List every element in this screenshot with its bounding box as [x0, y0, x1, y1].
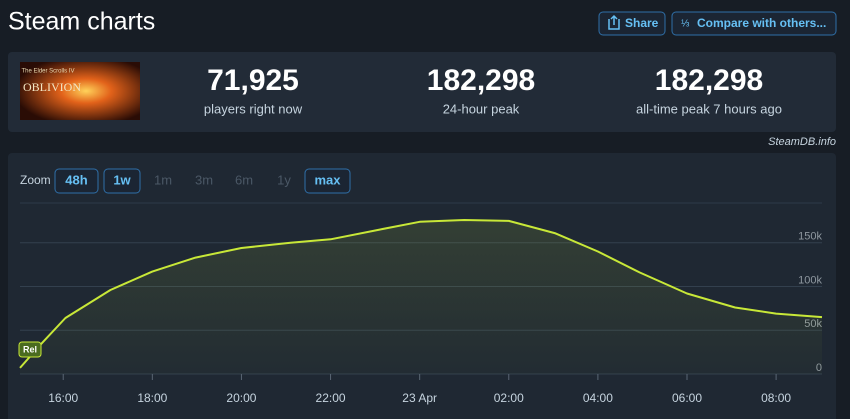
x-tick-label: 23 Apr [402, 391, 437, 405]
y-tick-label: 150k [798, 231, 822, 243]
x-tick-label: 04:00 [583, 391, 613, 405]
share-label: Share [625, 16, 659, 30]
source-label: SteamDB.info [768, 136, 836, 148]
x-tick-label: 08:00 [761, 391, 791, 405]
area [20, 220, 822, 374]
game-series: The Elder Scrolls IV [21, 69, 74, 75]
stat-label: players right now [204, 101, 303, 116]
player-line [19, 219, 823, 369]
stat-value: 182,298 [655, 64, 763, 97]
x-tick-label: 20:00 [226, 391, 256, 405]
compare-button[interactable] [671, 11, 837, 36]
x-tick-label: 02:00 [494, 391, 524, 405]
stats-panel [8, 52, 836, 132]
stat-label: 24-hour peak [443, 101, 520, 116]
stat-label: all-time peak 7 hours ago [636, 101, 782, 116]
zoom-button[interactable] [304, 168, 351, 194]
compare-label: Compare with others... [697, 16, 826, 30]
zoom-option[interactable]: 1y [277, 172, 291, 187]
zoom-button[interactable] [103, 168, 141, 194]
zoom-option[interactable]: max [314, 172, 341, 187]
release-label: Rel [23, 344, 37, 354]
zoom-option[interactable]: 48h [65, 172, 87, 187]
zoom-label: Zoom [20, 173, 51, 187]
x-tick-label: 22:00 [316, 391, 346, 405]
zoom-option[interactable]: 6m [235, 172, 253, 187]
x-tick-label: 18:00 [137, 391, 167, 405]
compare-icon: ⅓ [681, 19, 690, 30]
stat-value: 71,925 [207, 64, 299, 97]
stat-value: 182,298 [427, 64, 535, 97]
share-icon [608, 14, 620, 30]
release-badge [18, 341, 42, 358]
zoom-button[interactable] [54, 168, 99, 194]
page-title: Steam charts [8, 8, 155, 36]
zoom-option[interactable]: 1w [113, 172, 131, 187]
zoom-option[interactable]: 3m [195, 172, 213, 187]
x-tick-label: 16:00 [48, 391, 78, 405]
game-image[interactable] [20, 62, 140, 120]
zoom-option[interactable]: 1m [154, 172, 172, 187]
y-tick-label: 100k [798, 274, 822, 286]
game-title: OBLIVION [23, 80, 81, 94]
x-tick-label: 06:00 [672, 391, 702, 405]
